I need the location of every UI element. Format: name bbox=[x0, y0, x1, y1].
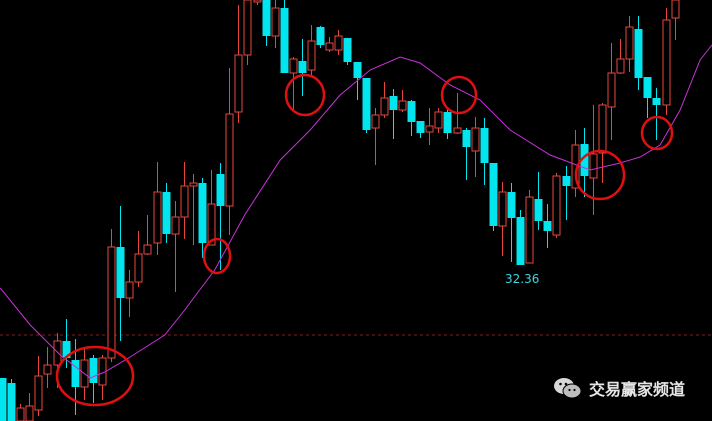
candle-body-down bbox=[116, 247, 125, 298]
candle-body-up bbox=[107, 246, 116, 359]
candle-body-down bbox=[7, 383, 16, 421]
candle-body-up bbox=[234, 54, 243, 113]
candle-body-down bbox=[652, 98, 661, 105]
candle-body-down bbox=[62, 341, 71, 358]
candle-body-up bbox=[189, 182, 198, 187]
candle-body-down bbox=[216, 174, 225, 206]
candle-body-up bbox=[525, 196, 534, 264]
candle-body-down bbox=[298, 61, 307, 73]
candle-body-up bbox=[607, 72, 616, 108]
candle-body-down bbox=[462, 130, 471, 147]
watermark: 交易赢家频道 bbox=[553, 376, 685, 400]
candle-body-down bbox=[316, 27, 325, 45]
candle-body-down bbox=[407, 101, 416, 122]
candle-body-up bbox=[434, 111, 443, 129]
candle-body-down bbox=[516, 217, 525, 265]
candle-body-down bbox=[416, 121, 425, 133]
candle-body-down bbox=[353, 62, 362, 78]
candle-body-down bbox=[480, 128, 489, 163]
annotation-circle bbox=[55, 345, 135, 407]
annotation-circle bbox=[284, 73, 326, 117]
candle-body-up bbox=[334, 35, 343, 51]
candle-body-up bbox=[371, 114, 380, 129]
candle-body-up bbox=[325, 42, 334, 51]
candle-body-up bbox=[598, 104, 607, 154]
candle-body-up bbox=[125, 281, 134, 299]
candle-body-down bbox=[262, 0, 271, 36]
candle-body-up bbox=[225, 113, 234, 207]
candle-body-down bbox=[89, 358, 98, 383]
candle-body-up bbox=[616, 58, 625, 74]
candle-body-up bbox=[16, 407, 25, 421]
candle-body-down bbox=[534, 199, 543, 221]
candle-body-up bbox=[671, 0, 680, 19]
candle-body-up bbox=[25, 405, 34, 421]
candle-body-up bbox=[307, 40, 316, 71]
candle-body-up bbox=[425, 125, 434, 133]
wechat-icon bbox=[554, 378, 582, 399]
candle-body-down bbox=[162, 192, 171, 234]
annotation-circle bbox=[440, 75, 478, 115]
candle-body-up bbox=[34, 375, 43, 411]
candle-body-up bbox=[134, 253, 143, 283]
candle-body-down bbox=[343, 38, 352, 62]
moving-average-line bbox=[0, 44, 712, 379]
candle-body-up bbox=[589, 153, 598, 179]
annotation-circle bbox=[574, 149, 626, 201]
candle-body-down bbox=[280, 8, 289, 73]
candle-body-up bbox=[289, 58, 298, 74]
candle-body-down bbox=[643, 77, 652, 98]
candle-body-down bbox=[634, 29, 643, 78]
candle-body-down bbox=[562, 176, 571, 186]
candle-body-up bbox=[662, 19, 671, 106]
candle-body-up bbox=[171, 216, 180, 235]
candle-body-up bbox=[571, 144, 580, 189]
candle-body-down bbox=[198, 183, 207, 243]
candle-body-up bbox=[153, 191, 162, 244]
annotation-circle bbox=[202, 237, 232, 275]
candle-body-up bbox=[207, 203, 216, 246]
candle-body-down bbox=[580, 144, 589, 176]
candle-body-up bbox=[271, 7, 280, 37]
low-price-label: 32.36 bbox=[505, 272, 540, 286]
candle-body-up bbox=[552, 175, 561, 236]
candle-body-up bbox=[453, 127, 462, 134]
candle-body-down bbox=[389, 96, 398, 110]
candle-body-down bbox=[507, 192, 516, 218]
candle-body-up bbox=[253, 0, 262, 3]
candle-body-up bbox=[498, 191, 507, 227]
candle-body-down bbox=[543, 221, 552, 231]
candle-body-down bbox=[489, 163, 498, 226]
watermark-text: 交易赢家频道 bbox=[589, 380, 686, 399]
candle-body-up bbox=[398, 100, 407, 111]
candle-body-up bbox=[625, 26, 634, 60]
candle-body-up bbox=[471, 127, 480, 152]
candle-body-up bbox=[143, 244, 152, 255]
candle-body-down bbox=[0, 378, 7, 421]
candle-body-down bbox=[362, 78, 371, 130]
candle-body-up bbox=[180, 185, 189, 218]
annotation-circle bbox=[640, 115, 674, 151]
candle-body-up bbox=[43, 364, 52, 375]
candle-body-up bbox=[243, 0, 252, 56]
candle-body-down bbox=[71, 360, 80, 387]
candle-body-up bbox=[380, 97, 389, 116]
candle-body-down bbox=[443, 112, 452, 133]
